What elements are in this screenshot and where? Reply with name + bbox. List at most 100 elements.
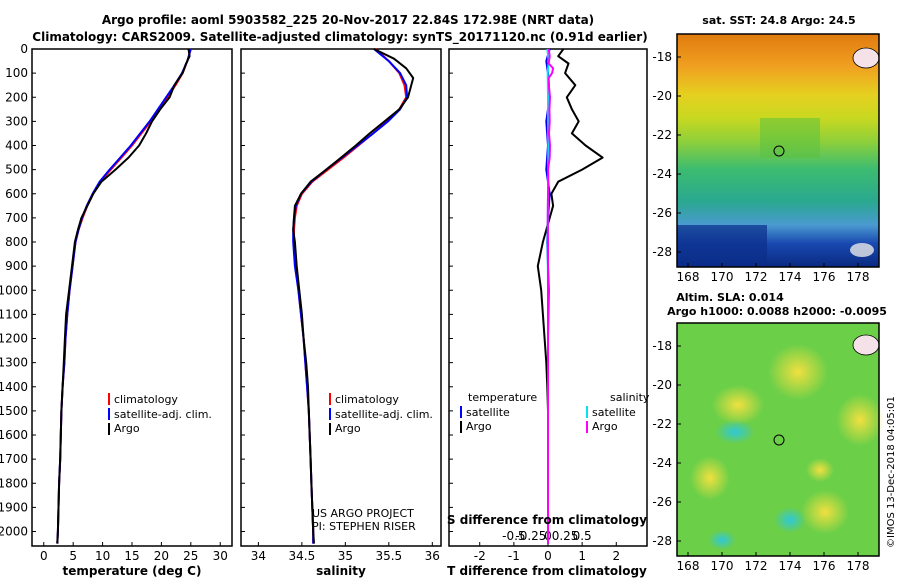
sla-map: -18 -20 -22 -24 -26 -28 168 170 172 174 176 178 [652, 322, 884, 573]
x-tick-label: 1 [578, 549, 586, 563]
header-line2: Climatology: CARS2009. Satellite-adjuste… [32, 30, 647, 45]
legend-temp-title: temperature [468, 391, 537, 404]
legend-label: satellite-adj. clim. [114, 408, 212, 421]
sla-high-blob [690, 456, 730, 500]
island-shape [852, 47, 880, 69]
temperature-panel-frame [31, 48, 233, 547]
sla-high-blob [836, 394, 884, 446]
x-tick-label: 0 [40, 549, 48, 563]
depth-tick-label: 1800 [0, 476, 28, 490]
map-y-tick-label: -20 [652, 378, 672, 392]
x-tick-label: 36 [425, 549, 440, 563]
legend-label: climatology [114, 393, 178, 406]
map-y-tick-label: -20 [652, 89, 672, 103]
sst-map-frame [676, 33, 880, 268]
sla-low-blob [708, 530, 736, 550]
depth-tick-label: 500 [5, 163, 28, 177]
sla-high-blob [806, 458, 834, 482]
x-tick-label: 30 [213, 549, 228, 563]
map-x-tick-label: 168 [677, 559, 700, 573]
depth-tick-label: 1100 [0, 307, 28, 321]
depth-tick-label: 600 [5, 187, 28, 201]
top-tick-label: 0.5 [573, 529, 592, 543]
temperature-xlabel: temperature (deg C) [63, 564, 202, 578]
legend-label: Argo [114, 422, 140, 435]
legend-label: satellite-adj. clim. [335, 408, 433, 421]
depth-tick-label: 2000 [0, 525, 28, 539]
sla-map-axes: -18 -20 -22 -24 -26 -28 168 170 172 174 176 178 [652, 339, 869, 573]
x-tick-label: 5 [69, 549, 77, 563]
temperature-axes: 0 5 10 15 20 25 30 [40, 542, 228, 563]
sla-high-blob [768, 344, 828, 400]
depth-tick-label: 300 [5, 114, 28, 128]
sla-high-blob [801, 490, 849, 534]
depth-tick-label: 1300 [0, 356, 28, 370]
depth-tick-label: 100 [5, 66, 28, 80]
legend-label: climatology [335, 393, 399, 406]
x-tick-label: 0 [544, 549, 552, 563]
sst-map-title: sat. SST: 24.8 Argo: 24.5 [702, 14, 855, 27]
depth-tick-label: 700 [5, 211, 28, 225]
depth-tick-label: 0 [20, 42, 28, 56]
credit-project: US ARGO PROJECT [312, 507, 414, 520]
imos-stamp: ©IMOS 13-Dec-2018 04:05:01 [886, 396, 897, 548]
difference-series [536, 48, 604, 544]
difference-legend: temperature salinity satellite Argo sate… [460, 391, 650, 433]
map-y-tick-label: -18 [652, 50, 672, 64]
temperature-series [56, 48, 192, 544]
x-tick-label: 34.5 [289, 549, 316, 563]
island-shape [850, 243, 874, 257]
sst-map-axes: -18 -20 -22 -24 -26 -28 168 170 172 174 176 178 [652, 50, 869, 284]
legend-label: satellite [592, 406, 636, 419]
depth-tick-label: 1200 [0, 332, 28, 346]
legend-sal-title: salinity [610, 391, 650, 404]
map-x-tick-label: 168 [677, 270, 700, 284]
island-shape [852, 334, 880, 356]
sla-map-title1: Altim. SLA: 0.014 [676, 291, 784, 304]
sla-low-blob [774, 507, 806, 533]
series-line-salinity-argo [546, 48, 555, 544]
sla-map-frame [676, 322, 880, 557]
map-y-tick-label: -28 [652, 245, 672, 259]
depth-tick-label: 1400 [0, 380, 28, 394]
map-y-tick-label: -24 [652, 167, 672, 181]
depth-tick-label: 1500 [0, 404, 28, 418]
top-tick-label: -0.5 [502, 529, 525, 543]
legend-label: Argo [335, 422, 361, 435]
salinity-panel-frame [240, 48, 442, 547]
top-tick-label: 0.25 [552, 529, 579, 543]
x-tick-label: -2 [474, 549, 486, 563]
legend-label: satellite [466, 406, 510, 419]
map-x-tick-label: 172 [745, 270, 768, 284]
difference-xlabel: T difference from climatology [447, 564, 647, 578]
x-tick-label: 2 [612, 549, 620, 563]
map-x-tick-label: 174 [779, 270, 802, 284]
depth-tick-label: 800 [5, 235, 28, 249]
depth-tick-label: 1600 [0, 428, 28, 442]
salinity-xlabel: salinity [316, 564, 366, 578]
map-y-tick-label: -28 [652, 534, 672, 548]
map-y-tick-label: -22 [652, 417, 672, 431]
argo-float-marker [773, 434, 785, 446]
map-y-tick-label: -26 [652, 206, 672, 220]
x-tick-label: -1 [508, 549, 520, 563]
map-x-tick-label: 178 [847, 270, 870, 284]
depth-tick-label: 400 [5, 139, 28, 153]
series-line-argo [56, 48, 191, 544]
temperature-legend: climatology satellite-adj. clim. Argo [108, 393, 212, 435]
sla-map-title2: Argo h1000: 0.0088 h2000: -0.0095 [667, 305, 887, 318]
sst-map-patch [760, 118, 820, 158]
salinity-legend: climatology satellite-adj. clim. Argo US… [312, 393, 433, 533]
x-tick-label: 20 [154, 549, 169, 563]
map-x-tick-label: 170 [711, 559, 734, 573]
map-x-tick-label: 172 [745, 559, 768, 573]
map-x-tick-label: 176 [813, 559, 836, 573]
top-tick-label: -0.25 [515, 529, 546, 543]
sst-map-patch [677, 225, 767, 267]
series-line-temperature-argo [536, 48, 604, 544]
salinity-axes: 34 34.5 35 35.5 36 [251, 542, 440, 563]
x-tick-label: 35.5 [375, 549, 402, 563]
series-line-argo [292, 48, 415, 544]
